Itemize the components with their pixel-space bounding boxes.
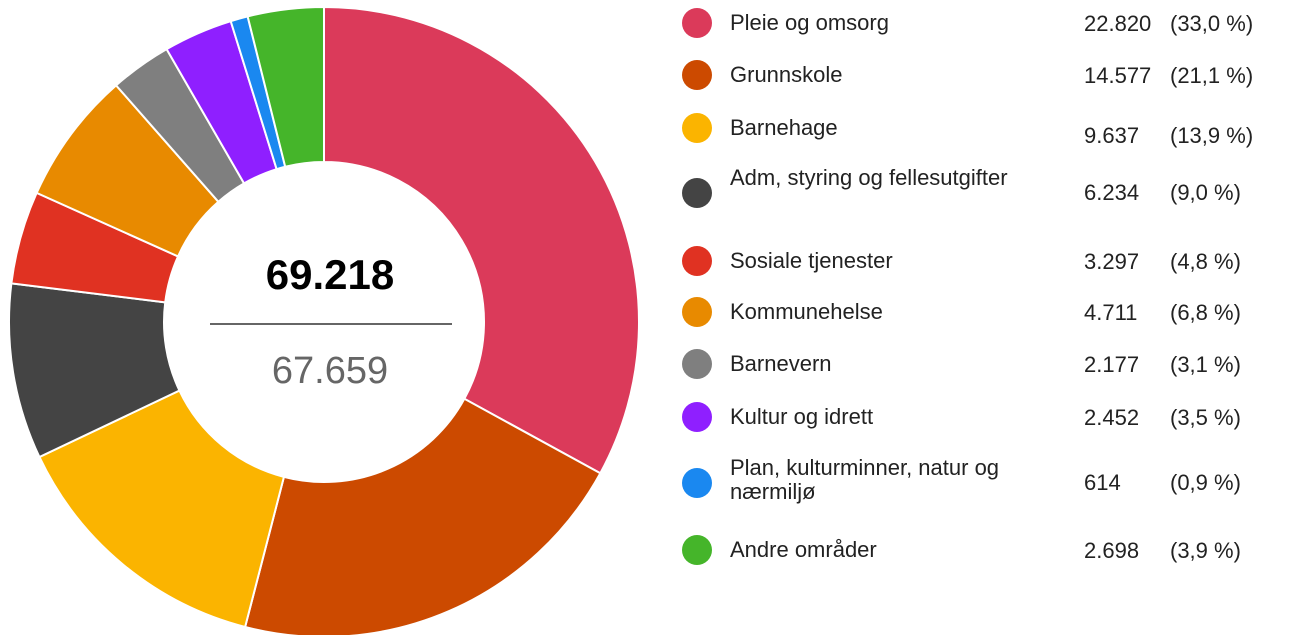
percent-label: (0,9 %) (1170, 470, 1241, 495)
legend-label: Kultur og idrett (730, 404, 874, 429)
value-label: 2.452 (1084, 405, 1140, 430)
legend-label: Plan, kulturminner, natur og nærmiljø (730, 455, 1000, 504)
legend-label: Barnevern (730, 351, 832, 376)
legend-swatch (682, 8, 712, 38)
legend-label: Barnehage (730, 115, 838, 140)
slice (323, 5, 640, 475)
legend-swatch (682, 535, 712, 565)
value-label: 2.698 (1084, 538, 1140, 563)
percent-label: (3,1 %) (1170, 352, 1241, 377)
legend-swatch (682, 113, 712, 143)
slice (38, 389, 286, 629)
center-label: 69.218 (266, 251, 394, 298)
legend-label: Andre områder (730, 537, 877, 562)
legend-label: Adm, styring og fellesutgifter (730, 165, 1008, 190)
percent-label: (4,8 %) (1170, 249, 1241, 274)
value-label: 22.820 (1084, 11, 1152, 36)
legend-label: Grunnskole (730, 62, 843, 87)
value-label: 6.234 (1084, 180, 1140, 205)
legend-swatch (682, 60, 712, 90)
percent-label: (6,8 %) (1170, 300, 1241, 325)
legend-swatch (682, 178, 712, 208)
donut-chart: 69.218 67.659 (8, 5, 640, 635)
slices (8, 5, 640, 635)
percent-label: (9,0 %) (1170, 180, 1241, 205)
percent-label: (3,9 %) (1170, 538, 1241, 563)
value-label: 4.711 (1084, 300, 1138, 325)
percent-label: (33,0 %) (1170, 11, 1254, 36)
value-label: 2.177 (1084, 352, 1140, 377)
legend-swatch (682, 468, 712, 498)
legend-label: Pleie og omsorg (730, 10, 889, 35)
value-label: 3.297 (1084, 249, 1140, 274)
value-label: 14.577 (1084, 63, 1152, 88)
legend-swatch (682, 402, 712, 432)
percent-label: (13,9 %) (1170, 123, 1254, 148)
percent-label: (3,5 %) (1170, 405, 1241, 430)
legend-swatch (682, 349, 712, 379)
slice (243, 397, 602, 635)
legend-swatch (682, 297, 712, 327)
value-label: 9.637 (1084, 123, 1140, 148)
legend-label: Kommunehelse (730, 299, 883, 324)
slice (246, 5, 325, 168)
percent-label: (21,1 %) (1170, 63, 1254, 88)
value-label: 614 (1084, 470, 1121, 495)
center-sublabel: 67.659 (272, 350, 388, 392)
legend-label: Sosiale tjenester (730, 248, 893, 273)
legend-swatch (682, 246, 712, 276)
